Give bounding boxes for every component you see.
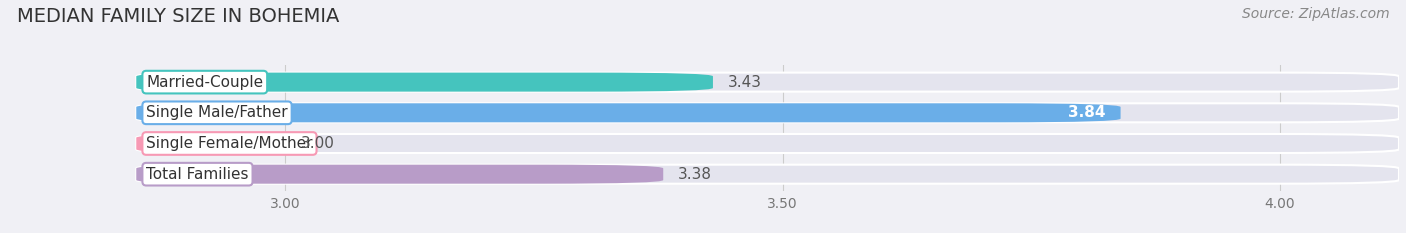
FancyBboxPatch shape bbox=[136, 103, 1121, 122]
Text: Single Male/Father: Single Male/Father bbox=[146, 105, 288, 120]
FancyBboxPatch shape bbox=[136, 165, 1399, 184]
Text: Single Female/Mother: Single Female/Mother bbox=[146, 136, 312, 151]
FancyBboxPatch shape bbox=[136, 134, 285, 153]
Text: Total Families: Total Families bbox=[146, 167, 249, 182]
FancyBboxPatch shape bbox=[136, 73, 713, 92]
FancyBboxPatch shape bbox=[136, 165, 664, 184]
Text: Source: ZipAtlas.com: Source: ZipAtlas.com bbox=[1241, 7, 1389, 21]
Text: 3.00: 3.00 bbox=[301, 136, 335, 151]
Text: MEDIAN FAMILY SIZE IN BOHEMIA: MEDIAN FAMILY SIZE IN BOHEMIA bbox=[17, 7, 339, 26]
Text: 3.84: 3.84 bbox=[1069, 105, 1105, 120]
Text: 3.38: 3.38 bbox=[678, 167, 713, 182]
FancyBboxPatch shape bbox=[136, 134, 1399, 153]
FancyBboxPatch shape bbox=[136, 103, 1399, 122]
FancyBboxPatch shape bbox=[136, 73, 1399, 92]
Text: Married-Couple: Married-Couple bbox=[146, 75, 263, 90]
Text: 3.43: 3.43 bbox=[728, 75, 762, 90]
